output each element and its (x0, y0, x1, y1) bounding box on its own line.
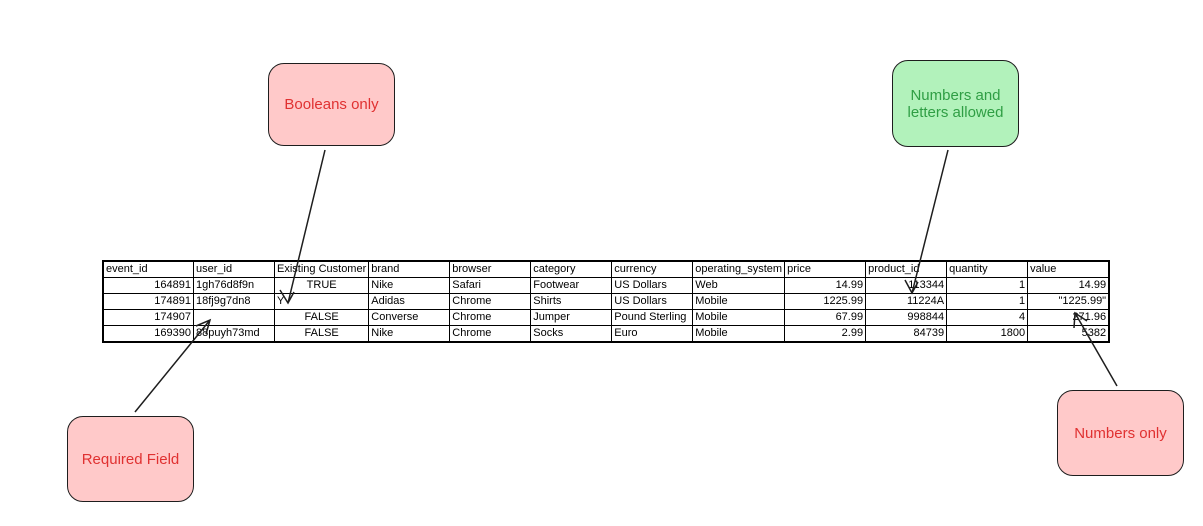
table-row: 164891 1gh76d8f9n TRUE Nike Safari Footwear US… (102, 277, 1110, 294)
table-cell: 4 (946, 309, 1029, 326)
table-cell: US Dollars (611, 293, 694, 310)
header-cell: value (1027, 260, 1110, 278)
table-cell: 164891 (102, 277, 194, 294)
table-cell: 174907 (102, 309, 194, 326)
table-cell: Chrome (449, 309, 532, 326)
table-cell: Mobile (692, 293, 786, 310)
table-cell: Chrome (449, 325, 532, 343)
table-cell: US Dollars (611, 277, 694, 294)
table-cell: 88puyh73md (193, 325, 275, 343)
table-row: 174907 FALSE Converse Chrome Jumper Pound Ste… (102, 309, 1110, 326)
table-cell: Footwear (530, 277, 613, 294)
note: Required Field (67, 416, 194, 502)
note: Numbers only (1057, 390, 1184, 476)
table-cell: Web (692, 277, 786, 294)
table-cell (193, 309, 275, 326)
table-cell: "1225.99" (1027, 293, 1110, 310)
table-cell: Mobile (692, 309, 786, 326)
table-cell: Socks (530, 325, 613, 343)
table-cell: 84739 (865, 325, 948, 343)
table-cell: Shirts (530, 293, 613, 310)
table-cell: FALSE (273, 309, 370, 326)
table-cell: Converse (368, 309, 451, 326)
table-cell: 113344 (865, 277, 948, 294)
header-cell: browser (449, 260, 532, 278)
table-cell: 11224A (865, 293, 948, 310)
table-cell: Jumper (530, 309, 613, 326)
header-cell: quantity (946, 260, 1029, 278)
table-cell: Y (273, 293, 370, 310)
table-cell: 67.99 (784, 309, 867, 326)
table-cell: 1 (946, 293, 1029, 310)
header-cell: operating_system (692, 260, 786, 278)
table-cell: 1gh76d8f9n (193, 277, 275, 294)
header-cell: user_id (193, 260, 275, 278)
table-cell: Safari (449, 277, 532, 294)
table-cell: 1 (946, 277, 1029, 294)
table-cell: Pound Sterling (611, 309, 694, 326)
header-cell: price (784, 260, 867, 278)
table-cell: Mobile (692, 325, 786, 343)
header-cell: brand (368, 260, 451, 278)
header-cell: currency (611, 260, 694, 278)
table-cell: Euro (611, 325, 694, 343)
table-cell: TRUE (273, 277, 370, 294)
table-cell: 14.99 (1027, 277, 1110, 294)
table-cell: 174891 (102, 293, 194, 310)
table-cell: 5382 (1027, 325, 1110, 343)
header-cell: event_id (102, 260, 194, 278)
header-cell: Existing Customer (273, 260, 370, 278)
table-cell: Chrome (449, 293, 532, 310)
note: Numbers and letters allowed (892, 60, 1019, 147)
table-cell: 18fj9g7dn8 (193, 293, 275, 310)
header-cell: product_id (865, 260, 948, 278)
table-row: 174891 18fj9g7dn8 Y Adidas Chrome Shirts US Do… (102, 293, 1110, 310)
table-cell: 1800 (946, 325, 1029, 343)
table-cell: 14.99 (784, 277, 867, 294)
data-table: event_id user_id Existing Customer brand bro… (102, 260, 1111, 343)
table-cell: 169390 (102, 325, 194, 343)
table-cell: 271.96 (1027, 309, 1110, 326)
table-row: 169390 88puyh73md FALSE Nike Chrome Socks Euro… (102, 325, 1110, 343)
note: Booleans only (268, 63, 395, 146)
table-cell: 998844 (865, 309, 948, 326)
table-cell: Nike (368, 277, 451, 294)
table-cell: FALSE (273, 325, 370, 343)
header-row: event_id user_id Existing Customer brand bro… (102, 260, 1110, 278)
table-cell: Adidas (368, 293, 451, 310)
table-cell: 2.99 (784, 325, 867, 343)
table-cell: 1225.99 (784, 293, 867, 310)
table-cell: Nike (368, 325, 451, 343)
header-cell: category (530, 260, 613, 278)
